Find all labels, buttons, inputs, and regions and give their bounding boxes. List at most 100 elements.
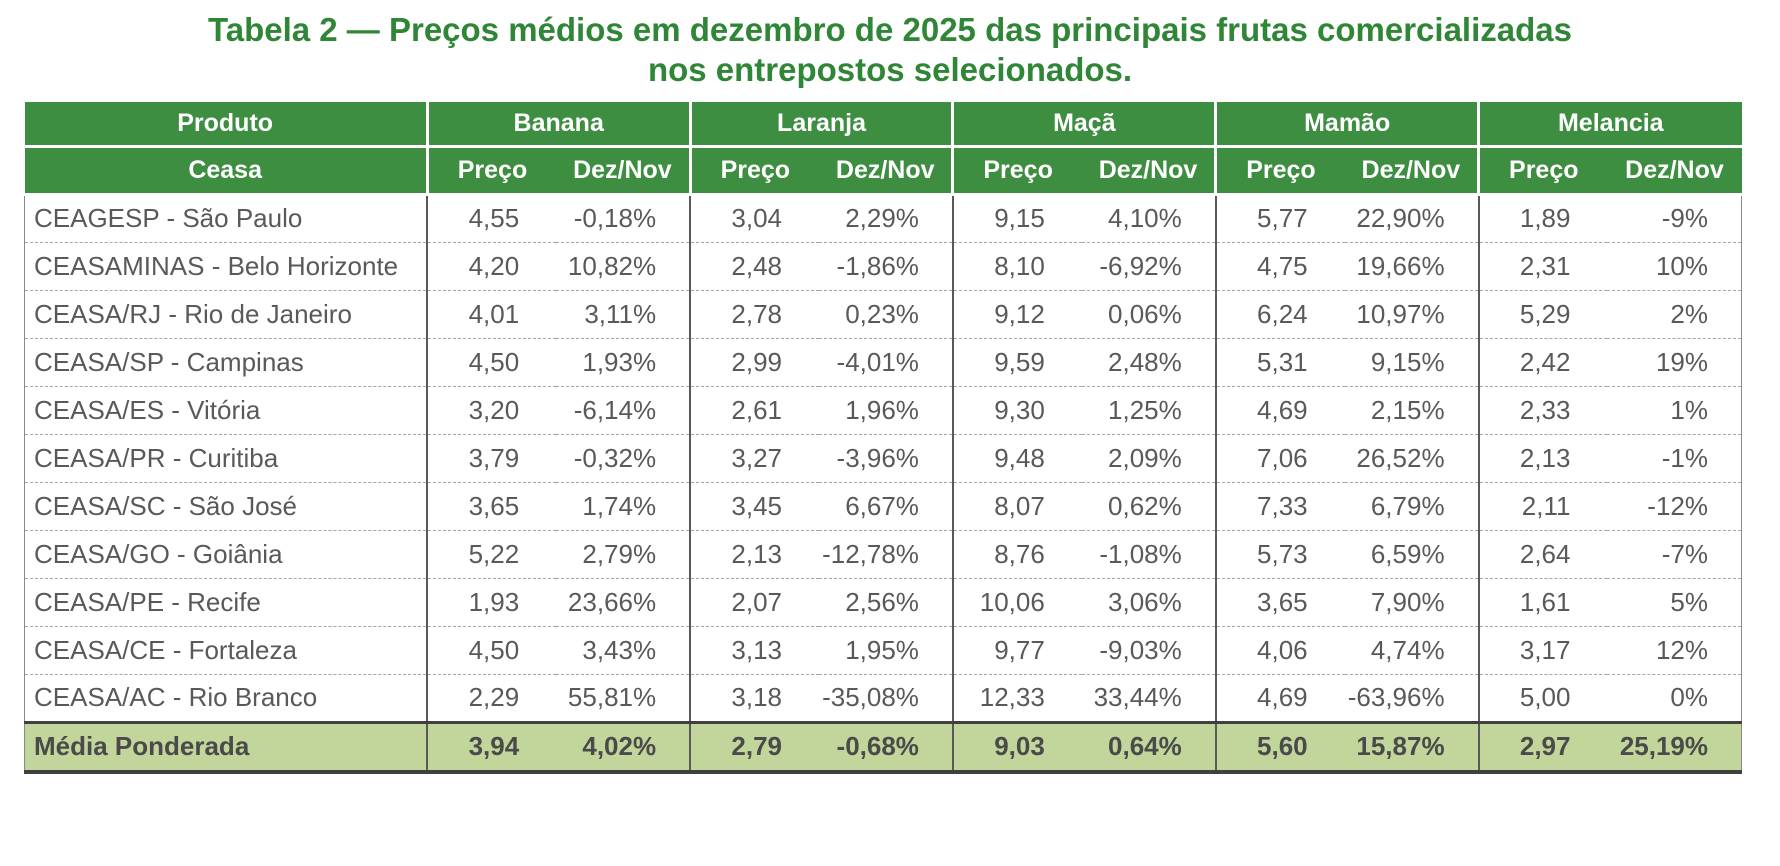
ratio-cell: -35,08% — [819, 673, 953, 722]
col-header-melancia: Melancia — [1477, 98, 1742, 148]
ratio-cell: -1,08% — [1081, 529, 1216, 578]
col-header-deznov-maca: Dez/Nov — [1081, 146, 1218, 196]
col-header-preco-banana: Preço — [425, 146, 557, 196]
price-cell: 9,59 — [951, 337, 1082, 386]
ratio-cell: 23,66% — [556, 577, 691, 626]
price-cell: 8,07 — [951, 481, 1082, 530]
ratio-cell: 2,79% — [556, 529, 691, 578]
ratio-cell: -9% — [1607, 194, 1743, 242]
col-header-preco-maca: Preço — [951, 146, 1082, 196]
ceasa-cell: CEASA/RJ - Rio de Janeiro — [24, 289, 428, 338]
price-cell: 10,06 — [951, 577, 1082, 626]
ratio-cell: 2% — [1607, 289, 1743, 338]
price-cell: 5,00 — [1477, 673, 1608, 722]
price-cell: 2,61 — [689, 385, 819, 434]
table-row: CEASA/CE - Fortaleza 4,50 3,43% 3,13 1,95% 9,… — [24, 625, 1743, 674]
ratio-cell: -4,01% — [819, 337, 953, 386]
price-cell: 3,65 — [1214, 577, 1345, 626]
ratio-cell: -63,96% — [1344, 673, 1479, 722]
price-cell: 3,45 — [689, 481, 819, 530]
price-cell: 2,99 — [689, 337, 819, 386]
table-header: Produto Banana Laranja Maçã Mamão Melanc… — [24, 98, 1742, 196]
price-cell: 4,06 — [1214, 625, 1345, 674]
ratio-cell: 55,81% — [556, 673, 691, 722]
ceasa-cell: CEASA/ES - Vitória — [24, 385, 428, 434]
price-cell: 2,33 — [1477, 385, 1608, 434]
ratio-cell: -9,03% — [1081, 625, 1216, 674]
price-cell: 2,78 — [689, 289, 819, 338]
price-cell: 9,48 — [951, 433, 1082, 482]
price-cell: 8,76 — [951, 529, 1082, 578]
ratio-cell: 3,43% — [556, 625, 691, 674]
ratio-cell: 26,52% — [1344, 433, 1479, 482]
price-cell: 2,07 — [689, 577, 819, 626]
ratio-cell: 0,62% — [1081, 481, 1216, 530]
ceasa-cell: CEASA/PR - Curitiba — [24, 433, 428, 482]
price-cell: 7,06 — [1214, 433, 1345, 482]
ratio-cell: -0,32% — [556, 433, 691, 482]
ceasa-cell: CEAGESP - São Paulo — [24, 194, 428, 242]
footer-ratio-cell: 0,64% — [1081, 720, 1216, 774]
ratio-cell: -12% — [1607, 481, 1743, 530]
footer-price-cell: 9,03 — [951, 720, 1082, 774]
fruit-prices-table: Produto Banana Laranja Maçã Mamão Melanc… — [24, 98, 1743, 774]
ratio-cell: 5% — [1607, 577, 1743, 626]
col-header-produto: Produto — [24, 98, 429, 148]
col-header-laranja: Laranja — [688, 98, 955, 148]
price-cell: 5,22 — [426, 529, 557, 578]
price-cell: 8,10 — [951, 241, 1082, 290]
ratio-cell: 6,67% — [819, 481, 953, 530]
ratio-cell: 3,11% — [556, 289, 691, 338]
table-title-line2: nos entrepostos selecionados. — [647, 51, 1133, 89]
ratio-cell: 10,82% — [556, 241, 691, 290]
ratio-cell: 1% — [1607, 385, 1743, 434]
price-cell: 9,15 — [951, 194, 1082, 242]
ratio-cell: -0,18% — [556, 194, 691, 242]
price-cell: 4,50 — [426, 337, 557, 386]
col-header-preco-melancia: Preço — [1477, 146, 1608, 196]
price-cell: 6,24 — [1214, 289, 1345, 338]
footer-ratio-cell: 25,19% — [1607, 720, 1743, 774]
price-cell: 2,42 — [1477, 337, 1608, 386]
table-row: CEASAMINAS - Belo Horizonte 4,20 10,82% 2,4… — [24, 241, 1743, 290]
ratio-cell: 4,74% — [1344, 625, 1479, 674]
ratio-cell: 10,97% — [1344, 289, 1479, 338]
price-cell: 3,04 — [689, 194, 819, 242]
footer-label: Média Ponderada — [24, 720, 428, 774]
ceasa-cell: CEASA/GO - Goiânia — [24, 529, 428, 578]
ratio-cell: 1,25% — [1081, 385, 1216, 434]
price-cell: 5,29 — [1477, 289, 1608, 338]
price-cell: 2,13 — [1477, 433, 1608, 482]
col-header-deznov-mamao: Dez/Nov — [1344, 146, 1481, 196]
ratio-cell: 0,23% — [819, 289, 953, 338]
ratio-cell: 9,15% — [1344, 337, 1479, 386]
footer-ratio-cell: -0,68% — [819, 720, 953, 774]
ratio-cell: -6,92% — [1081, 241, 1216, 290]
price-cell: 4,69 — [1214, 385, 1345, 434]
ratio-cell: 19,66% — [1344, 241, 1479, 290]
price-cell: 4,01 — [426, 289, 557, 338]
price-cell: 2,64 — [1477, 529, 1608, 578]
price-cell: 4,20 — [426, 241, 557, 290]
ratio-cell: 0,06% — [1081, 289, 1216, 338]
footer-price-cell: 5,60 — [1214, 720, 1345, 774]
ratio-cell: 1,96% — [819, 385, 953, 434]
footer-price-cell: 3,94 — [426, 720, 557, 774]
price-cell: 5,77 — [1214, 194, 1345, 242]
ratio-cell: 2,48% — [1081, 337, 1216, 386]
col-header-deznov-banana: Dez/Nov — [556, 146, 692, 196]
ratio-cell: 4,10% — [1081, 194, 1216, 242]
price-cell: 2,11 — [1477, 481, 1608, 530]
ratio-cell: -7% — [1607, 529, 1743, 578]
table-row: CEAGESP - São Paulo 4,55 -0,18% 3,04 2,29% 9,… — [24, 194, 1743, 242]
price-cell: 4,50 — [426, 625, 557, 674]
table-title-line1: Tabela 2 — Preços médios em dezembro de … — [208, 11, 1572, 48]
price-cell: 4,75 — [1214, 241, 1345, 290]
price-cell: 2,48 — [689, 241, 819, 290]
price-cell: 3,17 — [1477, 625, 1608, 674]
price-cell: 3,18 — [689, 673, 819, 722]
table-row: CEASA/SP - Campinas 4,50 1,93% 2,99 -4,01% 9,… — [24, 337, 1743, 386]
price-cell: 2,31 — [1477, 241, 1608, 290]
price-cell: 2,13 — [689, 529, 819, 578]
